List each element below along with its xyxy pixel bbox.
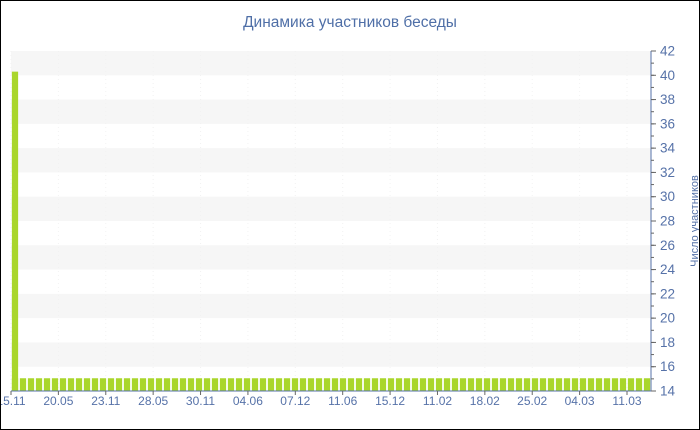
svg-text:40: 40 <box>660 68 675 83</box>
svg-text:22: 22 <box>660 286 675 301</box>
svg-text:30: 30 <box>660 189 675 204</box>
svg-text:34: 34 <box>660 141 676 156</box>
svg-text:20: 20 <box>660 311 675 326</box>
svg-text:16: 16 <box>660 359 675 374</box>
svg-text:38: 38 <box>660 92 675 107</box>
svg-text:42: 42 <box>660 44 675 59</box>
svg-text:26: 26 <box>660 238 675 253</box>
svg-text:14: 14 <box>660 384 676 399</box>
svg-text:18: 18 <box>660 335 675 350</box>
svg-text:24: 24 <box>660 262 676 277</box>
svg-text:28: 28 <box>660 214 675 229</box>
svg-text:36: 36 <box>660 116 675 131</box>
svg-text:32: 32 <box>660 165 675 180</box>
